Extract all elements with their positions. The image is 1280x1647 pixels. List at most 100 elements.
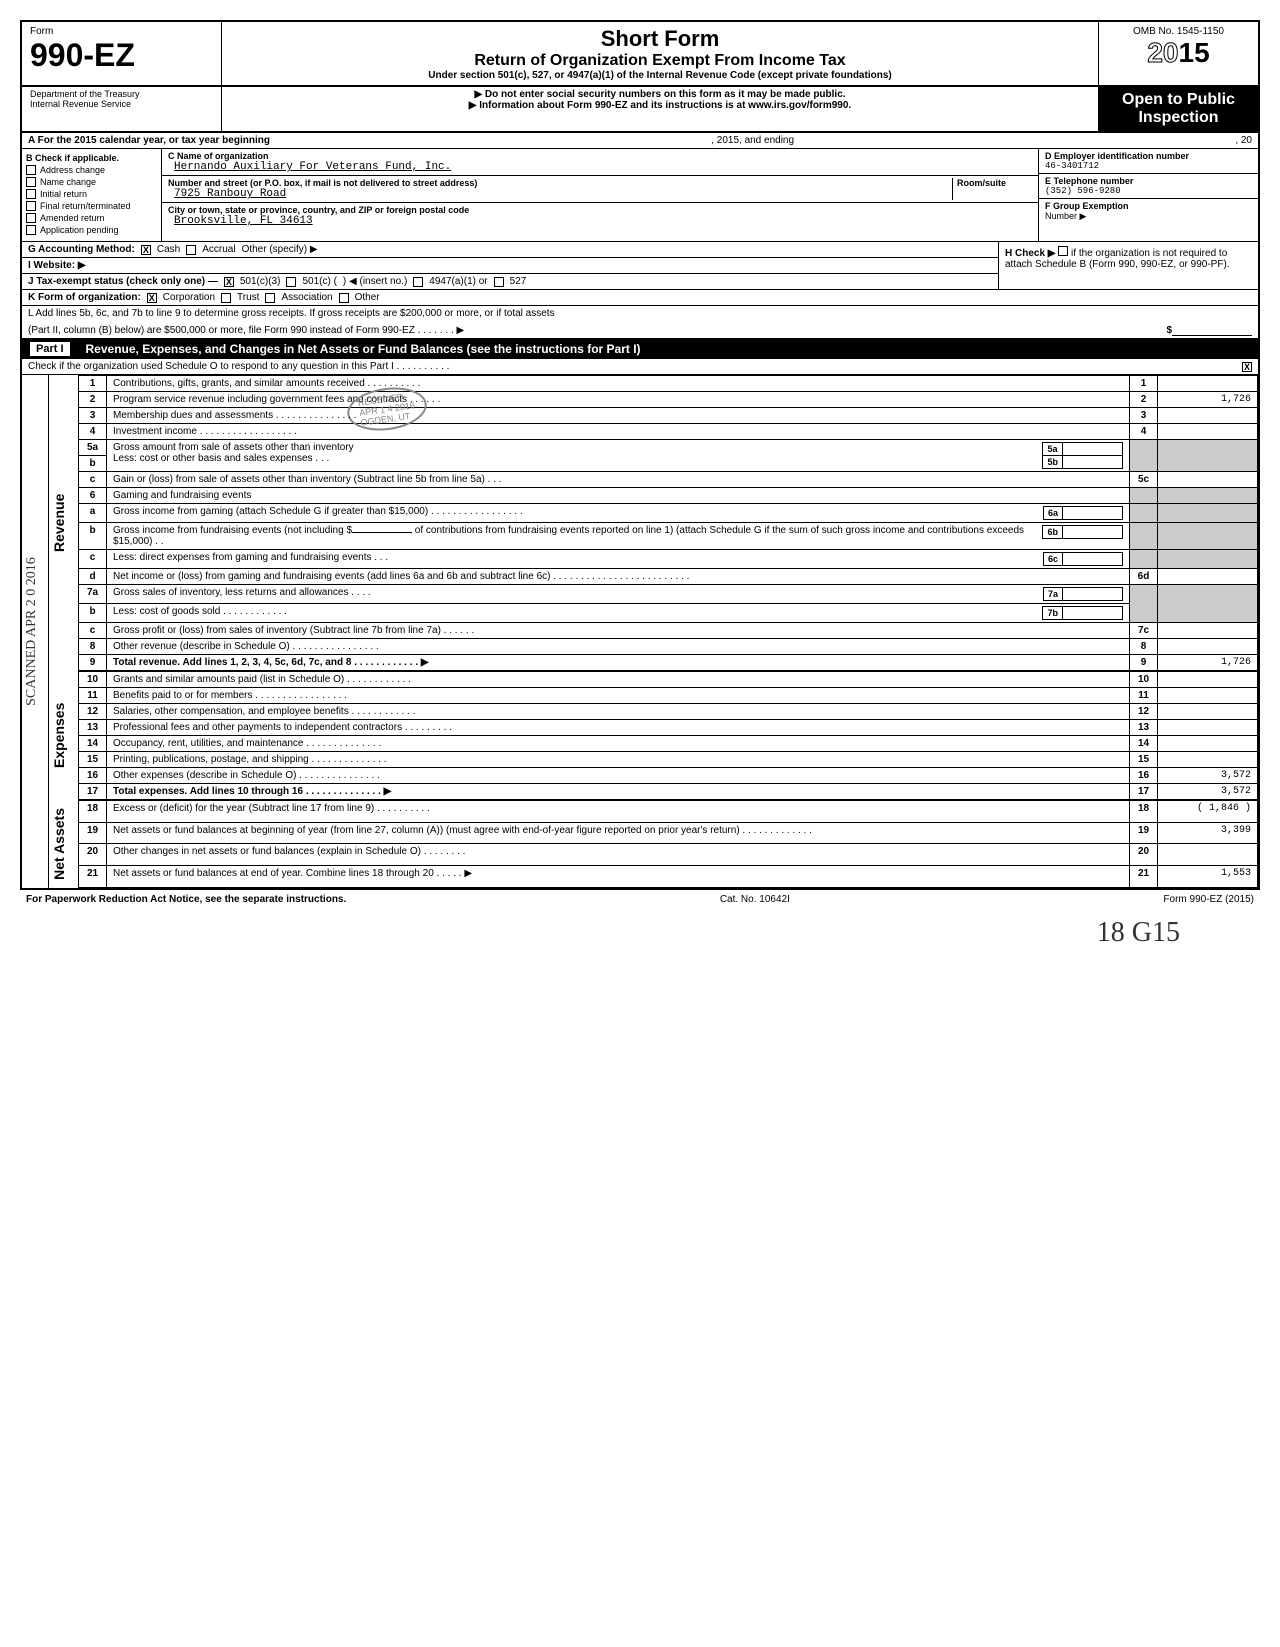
inspection-label: Inspection xyxy=(1103,109,1254,127)
revenue-sidebar: Revenue xyxy=(48,375,78,671)
footer: For Paperwork Reduction Act Notice, see … xyxy=(20,890,1260,909)
header-row: Form 990-EZ Short Form Return of Organiz… xyxy=(22,22,1258,87)
line-9: 9Total revenue. Add lines 1, 2, 3, 4, 5c… xyxy=(79,655,1258,671)
title-cell: Short Form Return of Organization Exempt… xyxy=(222,22,1098,85)
chk-4947[interactable] xyxy=(413,277,423,287)
line-10: 10Grants and similar amounts paid (list … xyxy=(79,672,1258,688)
line-7c: cGross profit or (loss) from sales of in… xyxy=(79,623,1258,639)
org-name-row: C Name of organization Hernando Auxiliar… xyxy=(162,149,1038,176)
row-a-left: A For the 2015 calendar year, or tax yea… xyxy=(28,135,270,146)
city-row: City or town, state or province, country… xyxy=(162,203,1038,229)
inner-7a: 7a xyxy=(1043,587,1123,601)
chk-trust[interactable] xyxy=(221,293,231,303)
footer-mid: Cat. No. 10642I xyxy=(720,894,790,905)
chk-final[interactable]: Final return/terminated xyxy=(26,201,157,211)
chk-schedule-o[interactable] xyxy=(1242,362,1252,372)
line-6a: a 6a Gross income from gaming (attach Sc… xyxy=(79,504,1258,523)
chk-other[interactable] xyxy=(339,293,349,303)
line-8: 8Other revenue (describe in Schedule O) … xyxy=(79,639,1258,655)
city-value[interactable]: Brooksville, FL 34613 xyxy=(174,215,1032,227)
net-assets-sidebar: Net Assets xyxy=(48,800,78,888)
ein-row: D Employer identification number 46-3401… xyxy=(1039,149,1258,174)
line-6: 6Gaming and fundraising events xyxy=(79,488,1258,504)
scanned-stamp-sidebar: SCANNED APR 2 0 2016 xyxy=(22,375,48,888)
h-label: H Check ▶ xyxy=(1005,248,1055,259)
chk-501c3[interactable] xyxy=(224,277,234,287)
part1-body: SCANNED APR 2 0 2016 Revenue 1Contributi… xyxy=(22,375,1258,888)
row-a: A For the 2015 calendar year, or tax yea… xyxy=(22,133,1258,149)
chk-name[interactable]: Name change xyxy=(26,177,157,187)
chk-amended[interactable]: Amended return xyxy=(26,213,157,223)
name-label: C Name of organization xyxy=(168,151,1032,161)
line-16: 16Other expenses (describe in Schedule O… xyxy=(79,768,1258,784)
handwritten-note: 18 G15 xyxy=(1097,917,1180,949)
street-row: Number and street (or P.O. box, if mail … xyxy=(162,176,1038,203)
instructions-cell: ▶ Do not enter social security numbers o… xyxy=(222,87,1098,131)
line-6c: c 6c Less: direct expenses from gaming a… xyxy=(79,550,1258,569)
room-label: Room/suite xyxy=(957,178,1032,188)
form-container: Form 990-EZ Short Form Return of Organiz… xyxy=(20,20,1260,890)
net-assets-section: Net Assets 18Excess or (deficit) for the… xyxy=(48,800,1258,888)
checkbox-icon xyxy=(26,165,36,175)
d-label: D Employer identification number xyxy=(1045,151,1252,161)
expenses-sidebar: Expenses xyxy=(48,671,78,800)
line-6b: b 6b Gross income from fundraising event… xyxy=(79,523,1258,550)
part1-label: Part I xyxy=(30,342,70,356)
ein-value[interactable]: 46-3401712 xyxy=(1045,161,1252,171)
org-name[interactable]: Hernando Auxiliary For Veterans Fund, In… xyxy=(174,161,1032,173)
chk-pending[interactable]: Application pending xyxy=(26,225,157,235)
row-h: H Check ▶ if the organization is not req… xyxy=(998,242,1258,289)
chk-corp[interactable] xyxy=(147,293,157,303)
checkbox-icon xyxy=(26,189,36,199)
phone-row: E Telephone number (352) 596-9280 xyxy=(1039,174,1258,199)
chk-527[interactable] xyxy=(494,277,504,287)
footer-right: Form 990-EZ (2015) xyxy=(1163,894,1254,905)
line-17: 17Total expenses. Add lines 10 through 1… xyxy=(79,784,1258,800)
checkbox-icon xyxy=(26,177,36,187)
checkbox-icon xyxy=(26,201,36,211)
chk-h[interactable] xyxy=(1058,246,1068,256)
line-11: 11Benefits paid to or for members . . . … xyxy=(79,688,1258,704)
revenue-section: Revenue 1Contributions, gifts, grants, a… xyxy=(48,375,1258,671)
chk-cash[interactable] xyxy=(141,245,151,255)
part1-title: Revenue, Expenses, and Changes in Net As… xyxy=(86,342,641,356)
row-g: G Accounting Method: Cash Accrual Other … xyxy=(22,242,998,258)
chk-accrual[interactable] xyxy=(186,245,196,255)
street-value[interactable]: 7925 Ranbouy Road xyxy=(174,188,952,200)
omb-cell: OMB No. 1545-1150 20201515 xyxy=(1098,22,1258,85)
col-de: D Employer identification number 46-3401… xyxy=(1038,149,1258,241)
chk-address[interactable]: Address change xyxy=(26,165,157,175)
line-5a: 5a 5a 5b Gross amount from sale of asset… xyxy=(79,440,1258,456)
chk-501c[interactable] xyxy=(286,277,296,287)
row-a-right: , 20 xyxy=(1235,135,1252,146)
ssn-warning: ▶ Do not enter social security numbers o… xyxy=(230,89,1090,100)
expenses-section: Expenses 10Grants and similar amounts pa… xyxy=(48,671,1258,800)
line-21: 21Net assets or fund balances at end of … xyxy=(79,866,1258,888)
street-label: Number and street (or P.O. box, if mail … xyxy=(168,178,952,188)
omb-number: OMB No. 1545-1150 xyxy=(1107,26,1250,37)
short-form-title: Short Form xyxy=(230,26,1090,52)
tax-year: 20201515 xyxy=(1107,37,1250,69)
g-label: G Accounting Method: xyxy=(28,244,135,255)
part1-check-row: Check if the organization used Schedule … xyxy=(22,359,1258,375)
line-15: 15Printing, publications, postage, and s… xyxy=(79,752,1258,768)
return-title: Return of Organization Exempt From Incom… xyxy=(230,52,1090,70)
row-i: I Website: ▶ xyxy=(22,258,998,274)
dept-treasury: Department of the Treasury xyxy=(30,89,213,99)
chk-assoc[interactable] xyxy=(265,293,275,303)
line-19: 19Net assets or fund balances at beginni… xyxy=(79,822,1258,844)
open-public: Open to Public xyxy=(1103,91,1254,109)
form-number-cell: Form 990-EZ xyxy=(22,22,222,85)
form-990ez-page: Form 990-EZ Short Form Return of Organiz… xyxy=(20,20,1260,909)
l-text2: (Part II, column (B) below) are $500,000… xyxy=(28,325,464,336)
b-header: B Check if applicable. xyxy=(26,153,157,163)
info-link: ▶ Information about Form 990-EZ and its … xyxy=(230,100,1090,111)
section-bcdef: B Check if applicable. Address change Na… xyxy=(22,149,1258,242)
phone-value[interactable]: (352) 596-9280 xyxy=(1045,186,1252,196)
row-a-mid: , 2015, and ending xyxy=(711,135,794,146)
line-5c: cGain or (loss) from sale of assets othe… xyxy=(79,472,1258,488)
part1-check-text: Check if the organization used Schedule … xyxy=(28,361,1236,372)
inner-6c: 6c xyxy=(1043,552,1123,566)
chk-initial[interactable]: Initial return xyxy=(26,189,157,199)
subtitle: Under section 501(c), 527, or 4947(a)(1)… xyxy=(230,70,1090,81)
